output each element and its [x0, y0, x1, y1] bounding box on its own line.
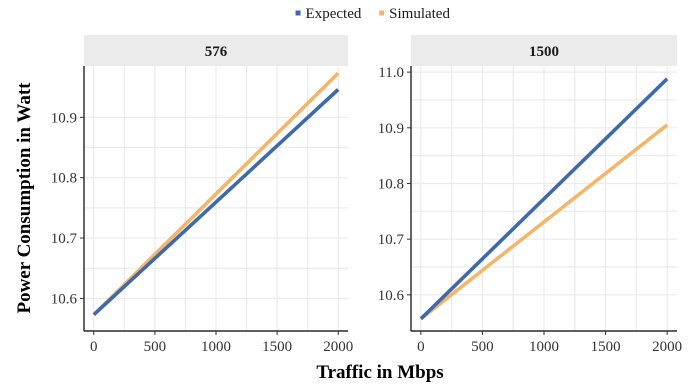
y-tick-label: 11.0 [378, 65, 404, 81]
legend-label-1: Simulated [389, 6, 450, 22]
legend-key-1 [379, 10, 385, 16]
x-tick-label: 0 [90, 339, 98, 355]
y-tick-label: 10.9 [378, 121, 404, 137]
facet-strip-1 [411, 35, 677, 66]
x-tick-label: 1000 [529, 339, 559, 355]
series-line-expected [419, 77, 669, 321]
panel-1: 1500 0 500 1000 1500 2000 10.6 10.7 10.8 10.9 11.0 [378, 35, 682, 355]
series-line-simulated [419, 123, 669, 321]
y-axis-title: Power Consumption in Watt [14, 82, 35, 314]
x-tick-label: 500 [471, 339, 494, 355]
series-line-simulated [92, 71, 340, 316]
y-tick-label: 10.6 [378, 288, 405, 304]
y-tick-label: 10.9 [51, 110, 77, 126]
panel-0: 576 0 500 1000 1500 2000 10.6 10.7 10.8 10.9 [51, 35, 353, 355]
y-tick-label: 10.8 [51, 171, 77, 187]
legend-key-0 [295, 10, 301, 16]
facet-strip-0 [84, 35, 348, 66]
x-tick-label: 2000 [323, 339, 353, 355]
x-tick-label: 2000 [652, 339, 682, 355]
x-tick-label: 1500 [262, 339, 292, 355]
x-tick-label: 1000 [201, 339, 231, 355]
y-tick-label: 10.7 [51, 231, 78, 247]
x-tick-label: 500 [144, 339, 167, 355]
x-tick-label: 0 [417, 339, 425, 355]
series-line-expected [92, 88, 340, 317]
legend-label-0: Expected [306, 6, 362, 22]
x-tick-label: 1500 [591, 339, 621, 355]
facet-label-0: 576 [205, 44, 228, 60]
legend: Expected Simulated [295, 6, 450, 22]
facet-label-1: 1500 [529, 44, 559, 60]
y-tick-label: 10.6 [51, 291, 78, 307]
chart-panels: 576 0 500 1000 1500 2000 10.6 10.7 10.8 10.9 1500 0… [51, 35, 682, 355]
y-tick-label: 10.7 [378, 232, 405, 248]
x-axis-title: Traffic in Mbps [316, 362, 443, 383]
y-tick-label: 10.8 [378, 176, 404, 192]
